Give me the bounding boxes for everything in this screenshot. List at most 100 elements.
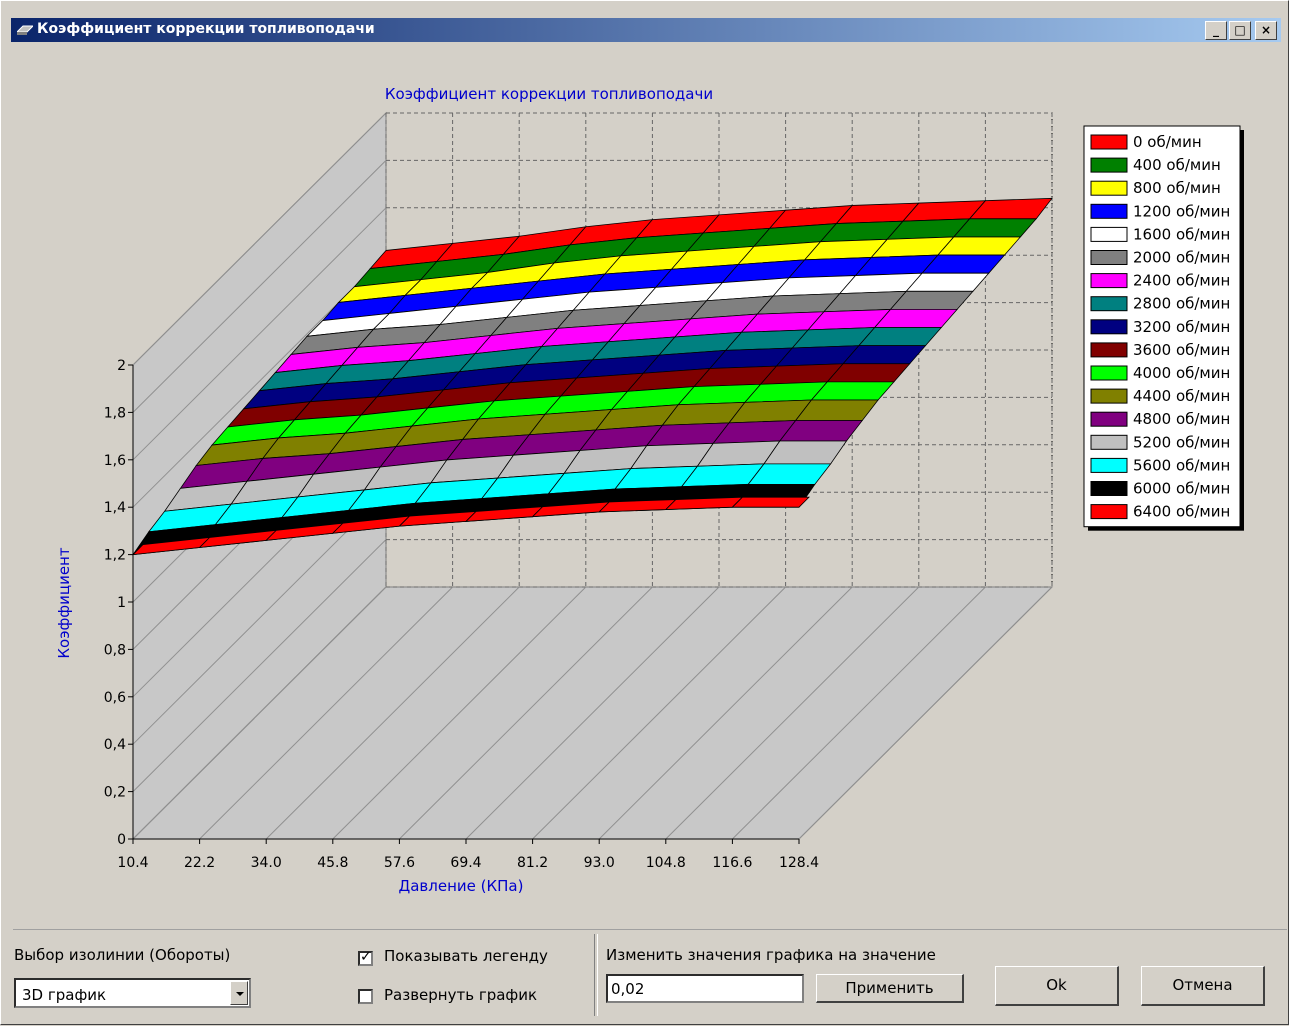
legend-label: 2400 об/мин xyxy=(1133,272,1230,290)
y-tick-label: 0,6 xyxy=(104,690,126,706)
x-tick-label: 10.4 xyxy=(117,855,148,871)
legend-swatch xyxy=(1090,296,1128,312)
legend-swatch xyxy=(1090,388,1128,404)
floor-gridline xyxy=(332,586,587,840)
x-tick-label: 104.8 xyxy=(646,855,686,871)
floor-gridline xyxy=(732,586,986,840)
legend-label: 1600 об/мин xyxy=(1133,225,1230,243)
app-icon xyxy=(17,25,33,35)
y-tick-label: 0,8 xyxy=(104,642,126,658)
change-value-text: 0,02 xyxy=(611,980,645,998)
y-tick-label: 0,4 xyxy=(104,737,126,753)
apply-button[interactable]: Применить xyxy=(816,974,964,1003)
change-value-label: Изменить значения графика на значение xyxy=(606,946,936,964)
surface-front-cell xyxy=(731,496,810,508)
y-tick-label: 1,8 xyxy=(104,405,126,421)
chevron-down-icon[interactable] xyxy=(230,981,248,1005)
expand-chart-label[interactable]: Развернуть график xyxy=(384,986,538,1004)
legend-label: 3600 об/мин xyxy=(1133,341,1230,359)
y-tick-label: 0,2 xyxy=(104,785,126,801)
minimize-button[interactable]: _ xyxy=(1205,21,1227,40)
isoline-select[interactable]: 3D график xyxy=(14,978,251,1008)
title-bar[interactable]: Коэффициент коррекции топливоподачи _ □ … xyxy=(11,18,1281,42)
legend-swatch xyxy=(1090,226,1128,242)
legend-label: 2000 об/мин xyxy=(1133,249,1230,267)
legend-label: 6400 об/мин xyxy=(1133,503,1230,521)
x-tick-label: 34.0 xyxy=(251,855,282,871)
legend-swatch xyxy=(1090,457,1128,473)
y-tick-label: 1,6 xyxy=(104,453,126,469)
legend-label: 4800 об/мин xyxy=(1133,410,1230,428)
floor-gridline xyxy=(465,586,720,840)
legend-label: 3200 об/мин xyxy=(1133,318,1230,336)
legend-swatch xyxy=(1090,365,1128,381)
legend-swatch xyxy=(1090,157,1128,173)
chart-area: 0 0,2 0,4 0,6 0,8 1 1,2 1,4 1,6 1,8 2 10.4 22.2 34.0 4… xyxy=(13,43,1287,930)
close-icon: × xyxy=(1260,23,1272,37)
legend-label: 6000 об/мин xyxy=(1133,480,1230,498)
floor-gridline xyxy=(265,586,520,840)
maximize-icon: □ xyxy=(1234,23,1246,37)
legend-swatch xyxy=(1090,342,1128,358)
close-button[interactable]: × xyxy=(1255,21,1277,40)
surface xyxy=(131,197,1053,556)
left-wall-gridline xyxy=(132,160,387,413)
maximize-button[interactable]: □ xyxy=(1229,21,1251,40)
x-tick-label: 22.2 xyxy=(184,855,215,871)
ok-button[interactable]: Ok xyxy=(995,966,1119,1006)
expand-chart-checkbox[interactable] xyxy=(358,989,373,1004)
x-tick-label: 69.4 xyxy=(450,855,481,871)
legend-swatch xyxy=(1090,134,1128,150)
floor-gridline xyxy=(132,586,387,840)
cancel-button[interactable]: Отмена xyxy=(1141,966,1265,1006)
minimize-icon: _ xyxy=(1213,23,1219,37)
legend-swatch xyxy=(1090,203,1128,219)
floor-gridline xyxy=(665,586,920,840)
x-tick-label: 116.6 xyxy=(712,855,752,871)
left-wall-gridline xyxy=(132,491,387,745)
legend-label: 5600 об/мин xyxy=(1133,456,1230,474)
x-tick-label: 57.6 xyxy=(384,855,415,871)
legend-label: 4000 об/мин xyxy=(1133,364,1230,382)
legend-swatch xyxy=(1090,273,1128,289)
y-tick-label: 0 xyxy=(117,832,126,848)
legend-label: 0 об/мин xyxy=(1133,133,1202,151)
left-wall-gridline xyxy=(132,539,387,792)
legend-swatch xyxy=(1090,319,1128,335)
legend-swatch xyxy=(1090,180,1128,196)
legend-swatch xyxy=(1090,250,1128,265)
floor-gridline xyxy=(399,586,653,840)
window-title: Коэффициент коррекции топливоподачи xyxy=(37,21,375,37)
y-axis-label: Коэффициент xyxy=(55,547,73,658)
y-tick-label: 1,2 xyxy=(104,548,126,564)
show-legend-checkbox[interactable]: ✓ xyxy=(358,949,373,966)
legend-label: 1200 об/мин xyxy=(1133,202,1230,220)
isoline-label: Выбор изолинии (Обороты) xyxy=(14,946,231,964)
legend-label: 5200 об/мин xyxy=(1133,433,1230,451)
x-tick-label: 128.4 xyxy=(779,855,819,871)
isoline-select-value: 3D график xyxy=(22,986,107,1004)
left-wall-gridline xyxy=(132,207,387,461)
legend: 0 об/мин 400 об/мин 800 об/мин 1200 об/мин 1… xyxy=(1083,125,1244,531)
floor-gridline xyxy=(532,586,786,840)
change-value-input[interactable]: 0,02 xyxy=(606,974,804,1003)
legend-label: 800 об/мин xyxy=(1133,179,1221,197)
separator xyxy=(594,934,598,1016)
y-tick-label: 1,4 xyxy=(104,500,126,516)
legend-swatch xyxy=(1090,504,1128,520)
y-tick-label: 1 xyxy=(117,595,126,611)
legend-label: 2800 об/мин xyxy=(1133,295,1230,313)
x-tick-label: 93.0 xyxy=(584,855,615,871)
left-wall-gridline xyxy=(132,112,387,366)
show-legend-label[interactable]: Показывать легенду xyxy=(384,947,548,965)
x-axis-label: Давление (КПа) xyxy=(399,877,524,895)
legend-swatch xyxy=(1090,481,1128,496)
floor-gridline xyxy=(798,586,1053,840)
checkmark-icon: ✓ xyxy=(360,949,372,965)
legend-label: 4400 об/мин xyxy=(1133,387,1230,405)
chart-3d: 0 0,2 0,4 0,6 0,8 1 1,2 1,4 1,6 1,8 2 10.4 22.2 34.0 4… xyxy=(55,85,1244,895)
floor-gridline xyxy=(598,586,853,840)
legend-swatch xyxy=(1090,411,1128,427)
x-tick-label: 81.2 xyxy=(517,855,548,871)
